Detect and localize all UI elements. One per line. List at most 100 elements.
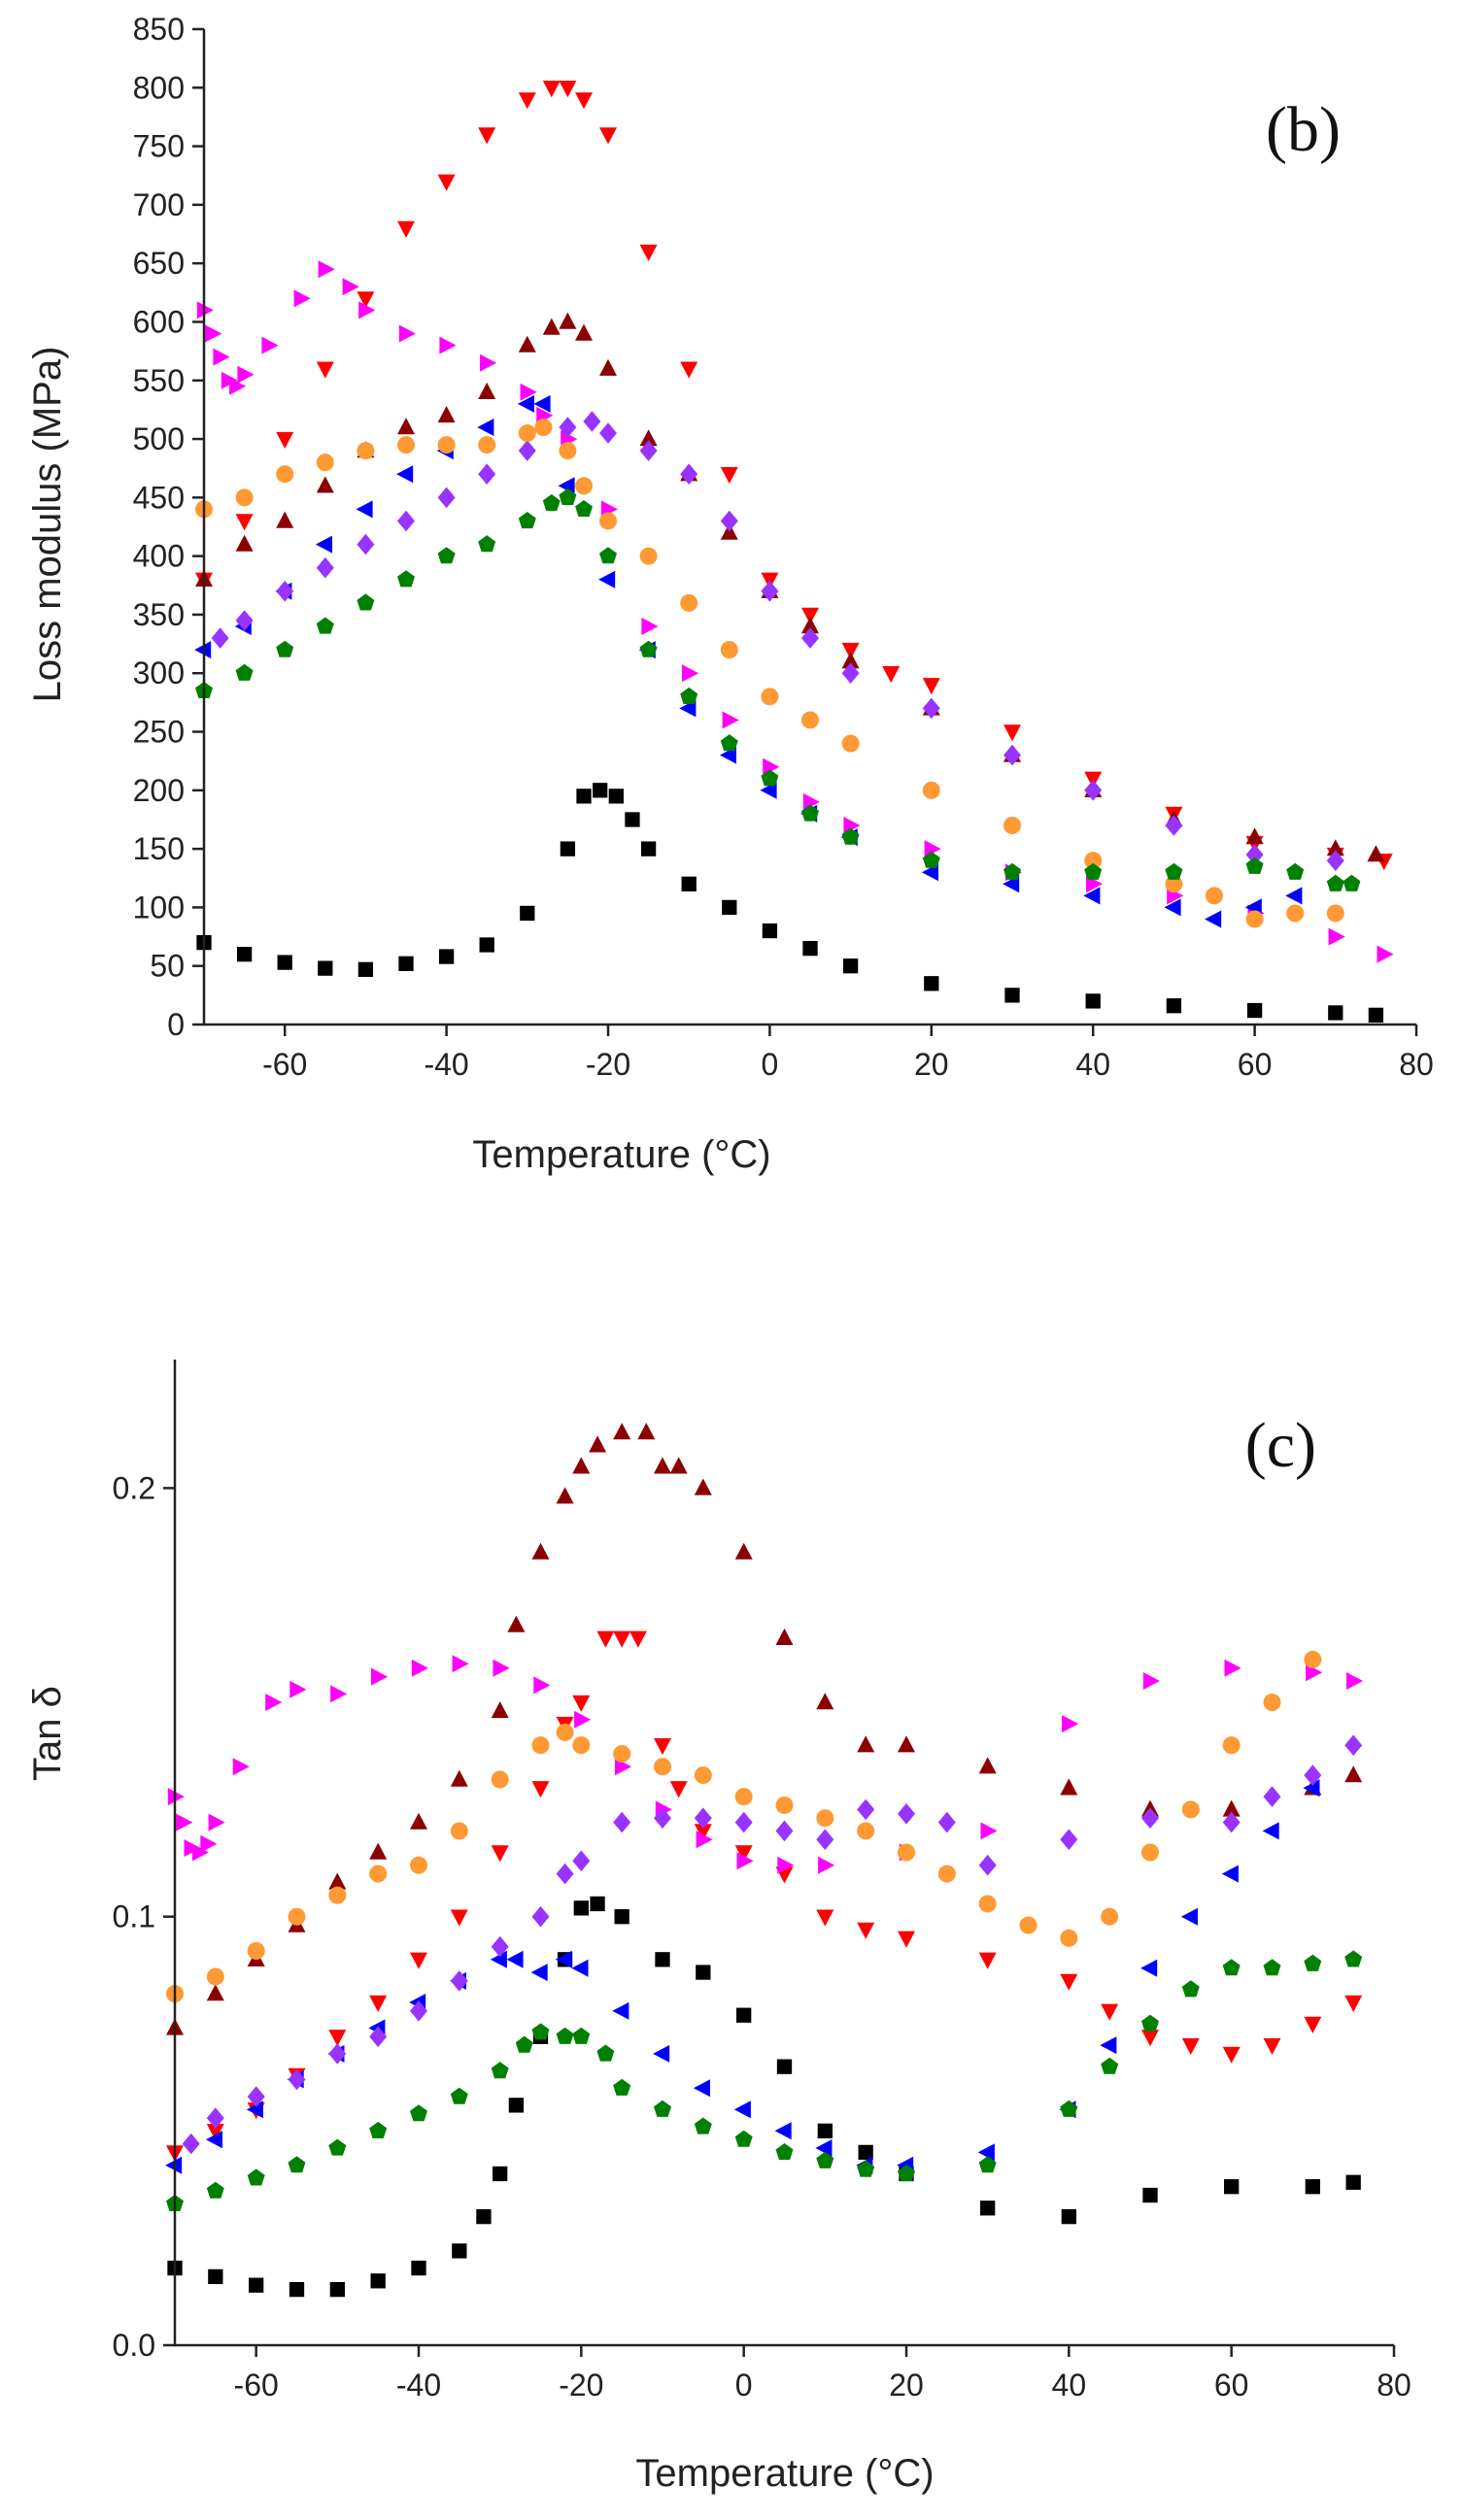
panel-b-point <box>1205 910 1222 928</box>
panel-b-point <box>205 324 222 343</box>
panel-b-point <box>681 876 697 891</box>
panel-b-y-tick-label: 500 <box>133 421 185 456</box>
panel-c-point <box>1224 1659 1241 1677</box>
panel-c-point <box>816 2151 834 2168</box>
panel-c-point <box>206 1984 224 2001</box>
panel-b-point <box>599 512 617 530</box>
panel-b-point <box>1085 993 1101 1009</box>
panel-b-point <box>357 291 375 309</box>
panel-c-point <box>530 1964 548 1982</box>
panel-b-point <box>318 960 333 976</box>
panel-b-point <box>196 301 214 319</box>
panel-b-point <box>841 827 860 845</box>
panel-b-point <box>397 220 415 238</box>
panel-c-series-circle <box>166 1650 1322 2003</box>
panel-c-point <box>1304 1764 1322 1786</box>
panel-c-axes <box>173 1360 1394 2347</box>
panel-c-point <box>1141 1807 1159 1829</box>
panel-b-point <box>398 956 414 971</box>
panel-c-point <box>515 2035 533 2053</box>
panel-b-x-tick-label: 0 <box>762 1047 779 1082</box>
panel-b-point <box>480 353 497 372</box>
panel-b-point <box>1286 904 1305 923</box>
panel-b-point <box>761 581 779 602</box>
panel-b-series-pentagon <box>195 487 1361 891</box>
panel-b-point <box>720 641 738 659</box>
panel-c-point <box>1060 1778 1078 1796</box>
panel-c-point <box>328 2138 347 2156</box>
panel-b-y-tick-label: 200 <box>133 773 185 808</box>
panel-c-point <box>452 1655 469 1673</box>
panel-c-point <box>572 2027 591 2044</box>
panel-c-y-tick-label: 0.2 <box>113 1470 155 1505</box>
panel-c-x-tick-label: -60 <box>234 2368 279 2402</box>
panel-c-point <box>247 2086 265 2107</box>
panel-b-point <box>518 440 536 461</box>
panel-b-point <box>397 436 415 454</box>
panel-c-point <box>615 1758 632 1776</box>
panel-c-point <box>410 1952 427 1969</box>
panel-c-point <box>411 2260 426 2276</box>
panel-c-point <box>371 1667 389 1686</box>
panel-b-point <box>1166 998 1182 1014</box>
panel-b-point <box>518 335 536 353</box>
panel-b-point <box>316 361 334 379</box>
panel-c-point <box>654 1457 671 1474</box>
panel-b-point <box>439 336 457 354</box>
panel-b-axes <box>202 29 1416 1026</box>
panel-c-point <box>555 1950 572 1968</box>
panel-b-y-tick-label: 300 <box>133 655 185 690</box>
panel-c-point <box>200 1834 218 1853</box>
panel-b-point <box>843 817 861 834</box>
panel-c-series-square <box>167 1896 1361 2298</box>
panel-c-point <box>736 2007 752 2023</box>
panel-c-y-axis-title: Tan δ <box>26 1686 69 1781</box>
panel-c-x-ticks: -60 -40 -20 0 20 40 60 80 <box>234 2345 1411 2402</box>
panel-c-point <box>491 1770 509 1789</box>
panel-b-point <box>1286 862 1305 880</box>
panel-c-point <box>898 2165 915 2182</box>
panel-b-point <box>478 535 496 553</box>
panel-b-y-tick-label: 850 <box>133 12 185 47</box>
panel-c-point <box>206 2181 224 2199</box>
panel-c-point <box>734 1811 753 1833</box>
panel-b-point <box>1326 839 1344 857</box>
panel-c-point <box>1060 1829 1078 1851</box>
panel-c-point <box>978 1757 997 1774</box>
panel-c-point <box>556 1487 574 1504</box>
panel-b-point <box>236 946 253 962</box>
panel-c-point <box>508 2098 525 2113</box>
panel-c-point <box>977 2143 995 2162</box>
panel-b-point <box>1328 1005 1343 1021</box>
panel-c-point <box>369 2121 388 2138</box>
panel-b-point <box>478 436 496 454</box>
panel-c-point <box>506 1950 524 1968</box>
panel-c-point <box>1101 2003 1119 2021</box>
panel-b-point <box>542 493 561 511</box>
panel-b-point <box>882 666 901 684</box>
panel-c-point <box>410 1812 427 1830</box>
panel-b-point <box>478 463 496 485</box>
panel-c-point <box>775 1820 794 1842</box>
panel-b-point <box>1004 988 1020 1003</box>
panel-b-point <box>680 593 698 612</box>
panel-b-point <box>841 662 860 684</box>
panel-c-point <box>734 1542 753 1560</box>
panel-c-point <box>1060 2100 1078 2117</box>
panel-c-point <box>182 2133 200 2155</box>
panel-c-point <box>167 1788 185 1806</box>
panel-b-label: (b) <box>1266 94 1341 165</box>
panel-b-point <box>211 627 229 649</box>
panel-c-point <box>857 1922 875 1939</box>
panel-b-point <box>237 365 255 384</box>
panel-b-point <box>356 500 373 519</box>
panel-c-point <box>490 1950 507 1968</box>
panel-c-point <box>450 1909 468 1927</box>
panel-b-point <box>1245 910 1264 928</box>
panel-c-point <box>898 1931 915 1948</box>
panel-c-point <box>696 1965 711 1980</box>
panel-b-point <box>357 533 375 555</box>
panel-c-point <box>613 1811 631 1833</box>
panel-b-y-tick-label: 600 <box>133 304 185 339</box>
panel-b-point <box>1246 1002 1263 1019</box>
